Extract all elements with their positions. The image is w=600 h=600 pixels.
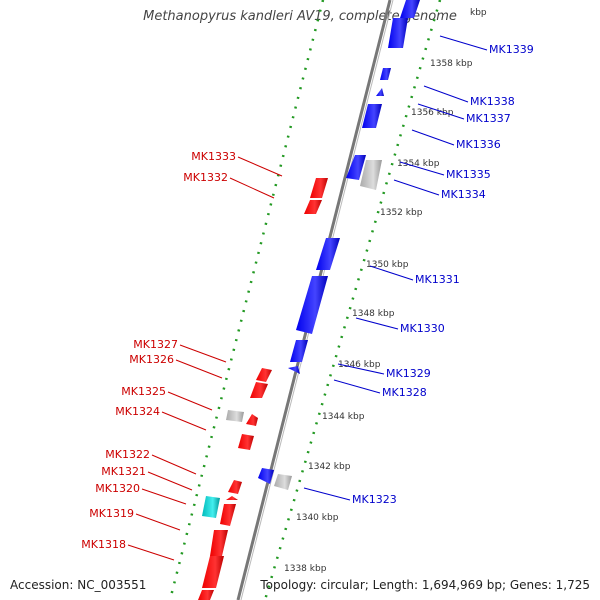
gene-label-leader-line (151, 454, 197, 475)
gene-label-leader-line (411, 129, 455, 146)
gene-block[interactable] (202, 496, 220, 518)
gene-label-right[interactable]: MK1334 (441, 188, 486, 201)
gene-label-leader-line (147, 471, 193, 491)
scale-tick-label: 1350 kbp (366, 260, 409, 270)
scale-tick-label: 1342 kbp (308, 462, 351, 472)
gene-block[interactable] (288, 366, 300, 374)
gene-block[interactable] (316, 238, 340, 270)
gene-block[interactable] (228, 480, 242, 494)
gene-label-right[interactable]: MK1338 (470, 95, 515, 108)
gene-label-right[interactable]: MK1323 (352, 493, 397, 506)
gene-label-leader-line (175, 359, 223, 379)
gene-block[interactable] (256, 368, 272, 382)
gene-label-leader-line (337, 363, 385, 375)
topology-text: Topology: circular; Length: 1,694,969 bp… (260, 578, 590, 592)
scale-tick-label: 1354 kbp (397, 159, 440, 169)
dotted-line-left (168, 0, 325, 600)
gene-label-right[interactable]: MK1329 (386, 367, 431, 380)
scale-tick-label: 1340 kbp (296, 513, 339, 523)
gene-block[interactable] (310, 178, 328, 198)
gene-block[interactable] (304, 200, 322, 214)
dotted-line-right (263, 0, 442, 600)
gene-label-leader-line (167, 391, 213, 411)
scale-tick-label: 1348 kbp (352, 309, 395, 319)
gene-label-leader-line (399, 161, 445, 176)
gene-block[interactable] (226, 410, 244, 422)
gene-label-leader-line (179, 344, 227, 363)
gene-label-leader-line (439, 35, 488, 51)
gene-block[interactable] (360, 160, 382, 190)
gene-block[interactable] (226, 496, 238, 500)
scale-tick-label: 1358 kbp (430, 59, 473, 69)
gene-label-left[interactable]: MK1320 (95, 482, 140, 495)
gene-block[interactable] (388, 18, 408, 48)
gene-block[interactable] (246, 414, 258, 426)
gene-label-leader-line (127, 544, 175, 561)
gene-label-leader-line (161, 411, 207, 431)
gene-block[interactable] (198, 590, 214, 600)
gene-block[interactable] (250, 382, 268, 398)
gene-label-leader-line (333, 379, 381, 394)
gene-label-left[interactable]: MK1318 (81, 538, 126, 551)
gene-label-leader-line (303, 487, 351, 501)
gene-label-left[interactable]: MK1333 (191, 150, 236, 163)
gene-label-right[interactable]: MK1335 (446, 168, 491, 181)
scale-tick-label: kbp (470, 8, 487, 18)
gene-block[interactable] (238, 434, 254, 450)
gene-label-left[interactable]: MK1326 (129, 353, 174, 366)
gene-block[interactable] (346, 155, 366, 180)
gene-block[interactable] (274, 474, 292, 490)
map-title: Methanopyrus kandleri AV19, complete gen… (143, 9, 457, 24)
scale-tick-label: 1352 kbp (380, 208, 423, 218)
gene-block[interactable] (220, 504, 236, 526)
gene-block[interactable] (400, 0, 420, 18)
gene-block[interactable] (362, 104, 382, 128)
gene-label-right[interactable]: MK1336 (456, 138, 501, 151)
gene-block[interactable] (290, 340, 308, 362)
gene-block[interactable] (258, 468, 274, 484)
scale-tick-label: 1356 kbp (411, 108, 454, 118)
gene-label-leader-line (355, 317, 399, 330)
gene-label-leader-line (229, 177, 275, 199)
gene-block[interactable] (202, 556, 224, 588)
gene-label-leader-line (369, 265, 414, 281)
gene-label-leader-line (141, 488, 187, 505)
gene-label-right[interactable]: MK1330 (400, 322, 445, 335)
scale-tick-label: 1346 kbp (338, 360, 381, 370)
gene-label-right[interactable]: MK1339 (489, 43, 534, 56)
gene-label-left[interactable]: MK1332 (183, 171, 228, 184)
gene-label-leader-line (237, 156, 283, 177)
gene-block[interactable] (296, 276, 328, 334)
gene-label-leader-line (417, 103, 465, 120)
scale-tick-label: 1338 kbp (284, 564, 327, 574)
gene-label-left[interactable]: MK1321 (101, 465, 146, 478)
gene-block[interactable] (210, 530, 228, 556)
gene-label-left[interactable]: MK1327 (133, 338, 178, 351)
scale-tick-label: 1344 kbp (322, 412, 365, 422)
gene-label-leader-line (135, 513, 181, 531)
gene-label-right[interactable]: MK1337 (466, 112, 511, 125)
gene-label-left[interactable]: MK1324 (115, 405, 160, 418)
accession-text: Accession: NC_003551 (10, 578, 147, 592)
gene-label-leader-line (393, 179, 440, 196)
gene-label-right[interactable]: MK1331 (415, 273, 460, 286)
gene-block[interactable] (380, 68, 391, 80)
gene-label-left[interactable]: MK1319 (89, 507, 134, 520)
gene-label-right[interactable]: MK1328 (382, 386, 427, 399)
gene-label-left[interactable]: MK1325 (121, 385, 166, 398)
gene-block[interactable] (376, 88, 384, 96)
gene-label-left[interactable]: MK1322 (105, 448, 150, 461)
gene-label-leader-line (423, 85, 469, 103)
